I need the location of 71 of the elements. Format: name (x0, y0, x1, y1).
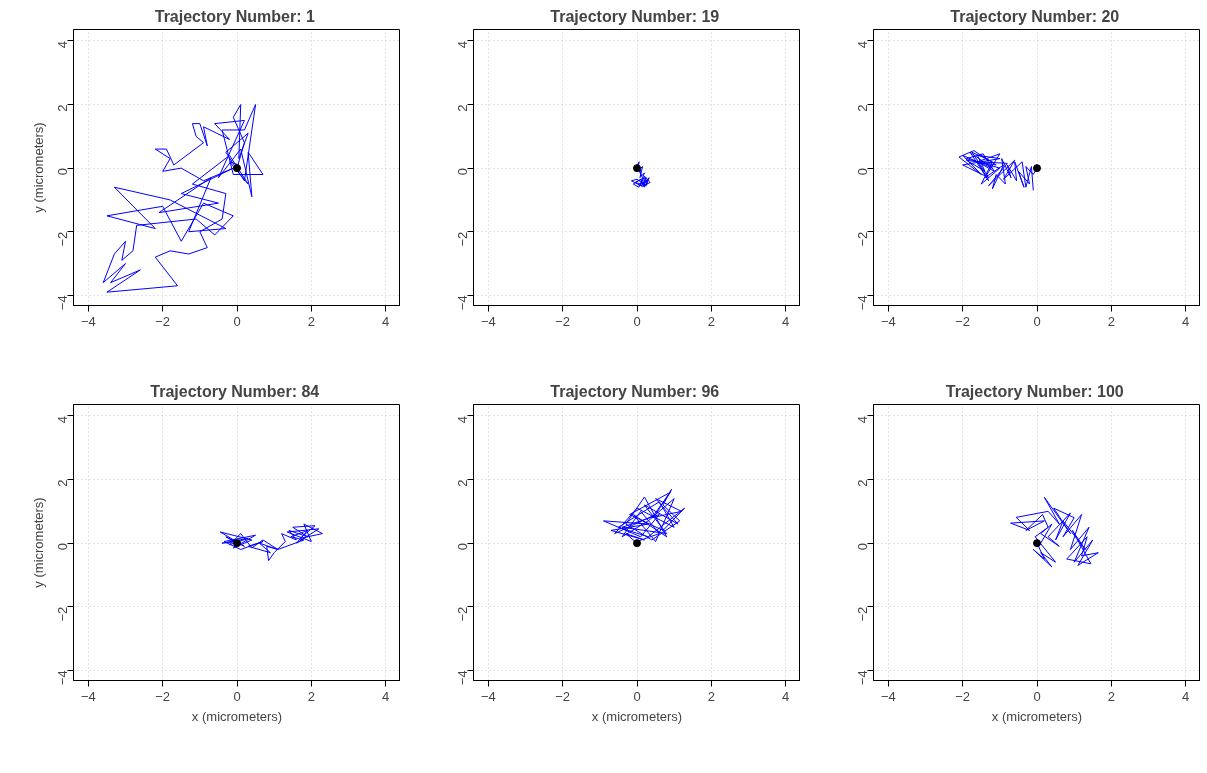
y-tick-label: 2 (855, 479, 870, 487)
y-tick-label: 4 (455, 40, 470, 49)
y-tick-label: 2 (55, 479, 70, 487)
x-tick-label: 2 (1107, 688, 1115, 704)
x-tick-label: −4 (80, 688, 96, 704)
y-tick-label: −4 (55, 295, 70, 311)
x-tick-label: 2 (707, 313, 715, 329)
x-tick-label: 4 (1182, 313, 1190, 329)
y-tick-label: 0 (855, 543, 870, 551)
y-tick-label: −2 (55, 606, 70, 622)
y-axis-title: y (micrometers) (30, 122, 46, 213)
y-tick-label: 0 (455, 543, 470, 551)
y-tick-label: −4 (455, 670, 470, 686)
x-tick-label: −4 (880, 313, 896, 329)
x-tick-label: −2 (555, 688, 571, 704)
y-tick-label: 4 (455, 415, 470, 424)
y-tick-label: −4 (855, 295, 870, 311)
x-axis-title: x (micrometers) (191, 708, 283, 724)
x-tick-label: 4 (782, 313, 790, 329)
y-tick-label: −2 (855, 231, 870, 247)
x-tick-label: −4 (480, 688, 496, 704)
x-tick-label: 2 (1107, 313, 1115, 329)
y-tick-label: 2 (455, 479, 470, 487)
x-axis-title: x (micrometers) (591, 708, 683, 724)
x-tick-label: −2 (955, 313, 971, 329)
x-tick-label: 0 (233, 688, 241, 704)
y-tick-label: 2 (55, 104, 70, 112)
y-tick-label: −4 (455, 295, 470, 311)
y-tick-label: 0 (55, 168, 70, 176)
chart-title: Trajectory Number: 100 (945, 382, 1124, 400)
x-axis-title: x (micrometers) (991, 708, 1083, 724)
x-tick-label: 2 (707, 688, 715, 704)
y-tick-label: −2 (55, 231, 70, 247)
x-tick-label: −4 (80, 313, 96, 329)
x-tick-label: −2 (155, 688, 171, 704)
y-axis-title: y (micrometers) (30, 497, 46, 588)
x-tick-label: 0 (1033, 688, 1041, 704)
y-tick-label: 0 (55, 543, 70, 551)
x-tick-label: −2 (155, 313, 171, 329)
y-tick-label: −4 (55, 670, 70, 686)
x-tick-label: 0 (233, 313, 241, 329)
x-tick-label: 4 (1182, 688, 1190, 704)
x-tick-label: −4 (480, 313, 496, 329)
x-tick-label: 0 (633, 688, 641, 704)
y-tick-label: 4 (55, 415, 70, 424)
x-tick-label: −2 (555, 313, 571, 329)
x-tick-label: 2 (307, 313, 315, 329)
x-tick-label: −4 (880, 688, 896, 704)
y-tick-label: 4 (55, 40, 70, 49)
y-tick-label: 4 (855, 415, 870, 424)
x-tick-label: 4 (382, 313, 390, 329)
chart-title: Trajectory Number: 84 (150, 382, 320, 400)
x-tick-label: 4 (782, 688, 790, 704)
x-tick-label: 0 (1033, 313, 1041, 329)
chart-title: Trajectory Number: 20 (950, 7, 1120, 25)
y-tick-label: 0 (855, 168, 870, 176)
x-tick-label: −2 (955, 688, 971, 704)
x-tick-label: 4 (382, 688, 390, 704)
chart-title: Trajectory Number: 1 (154, 7, 315, 25)
chart-title: Trajectory Number: 96 (550, 382, 720, 400)
y-tick-label: −2 (855, 606, 870, 622)
y-tick-label: 4 (855, 40, 870, 49)
x-tick-label: 0 (633, 313, 641, 329)
y-tick-label: −4 (855, 670, 870, 686)
x-tick-label: 2 (307, 688, 315, 704)
y-tick-label: −2 (455, 231, 470, 247)
y-tick-label: −2 (455, 606, 470, 622)
chart-title: Trajectory Number: 19 (550, 7, 720, 25)
y-tick-label: 2 (855, 104, 870, 112)
y-tick-label: 0 (455, 168, 470, 176)
y-tick-label: 2 (455, 104, 470, 112)
